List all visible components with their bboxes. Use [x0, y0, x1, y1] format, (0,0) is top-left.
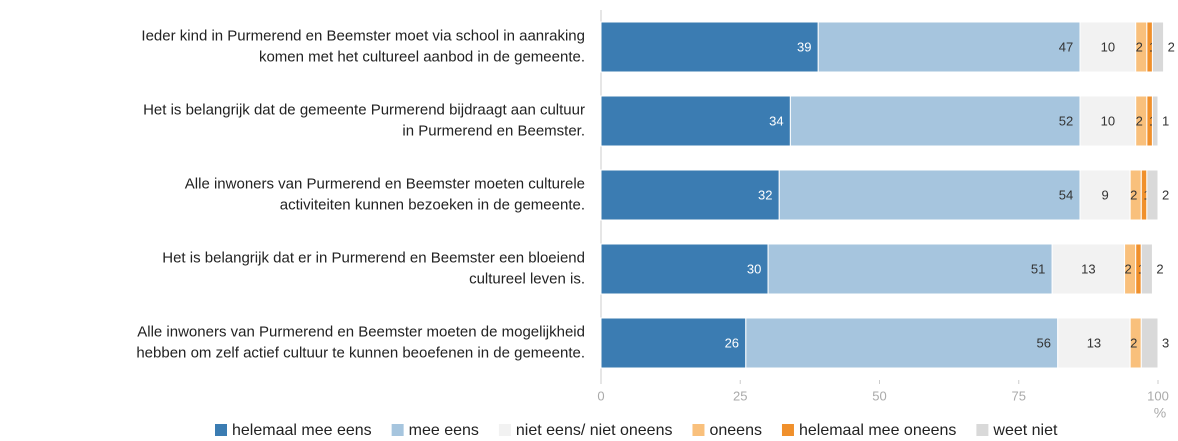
value-label: 2	[1162, 187, 1169, 202]
value-label: 2	[1125, 261, 1132, 276]
value-label: 2	[1130, 335, 1137, 350]
legend-label: oneens	[709, 422, 762, 439]
category-label: komen met het cultureel aanbod in de gem…	[259, 48, 585, 65]
category-label: Ieder kind in Purmerend en Beemster moet…	[141, 27, 585, 44]
bar-segment	[1146, 169, 1159, 221]
value-label: 13	[1081, 261, 1095, 276]
value-label: 2	[1130, 187, 1137, 202]
value-label: 52	[1059, 113, 1073, 128]
category-label: activiteiten kunnen bezoeken in de gemee…	[280, 196, 585, 213]
bar-segment	[600, 21, 819, 73]
value-label: 2	[1168, 39, 1175, 54]
bar-segment	[817, 21, 1081, 73]
bar-segment	[767, 243, 1053, 295]
value-label: 51	[1031, 261, 1045, 276]
value-label: 47	[1059, 39, 1073, 54]
value-label: 32	[758, 187, 772, 202]
legend-label: helemaal mee eens	[232, 422, 372, 439]
value-label: 1	[1162, 113, 1169, 128]
category-label: Alle inwoners van Purmerend en Beemster …	[185, 175, 585, 192]
legend-label: mee eens	[409, 422, 479, 439]
legend-swatch	[391, 424, 404, 436]
x-tick-label: 50	[872, 388, 886, 403]
value-label: 30	[747, 261, 761, 276]
legend-swatch	[692, 424, 705, 436]
category-label: in Purmerend en Beemster.	[402, 122, 585, 139]
value-label: 2	[1136, 39, 1143, 54]
bar-segment	[600, 169, 780, 221]
category-label: Alle inwoners van Purmerend en Beemster …	[137, 323, 585, 340]
legend-label: niet eens/ niet oneens	[516, 422, 673, 439]
legend-label: helemaal mee oneens	[799, 422, 956, 439]
bar-segment	[789, 95, 1081, 147]
value-label: 54	[1059, 187, 1073, 202]
legend-swatch	[976, 424, 989, 436]
value-label: 3	[1162, 335, 1169, 350]
bar-segment	[1140, 317, 1159, 369]
value-label: 2	[1136, 113, 1143, 128]
bar-segment	[745, 317, 1059, 369]
legend-swatch	[215, 424, 227, 436]
x-tick-label: 25	[733, 388, 747, 403]
value-label: 26	[725, 335, 739, 350]
value-label: 10	[1101, 39, 1115, 54]
category-label: Het is belangrijk dat de gemeente Purmer…	[143, 101, 585, 118]
bar-segment	[1151, 21, 1165, 73]
bar-segment	[1151, 95, 1159, 147]
value-label: 56	[1037, 335, 1051, 350]
bar-segment	[600, 243, 769, 295]
legend-swatch	[781, 424, 794, 436]
legend-swatch	[498, 424, 511, 436]
x-axis-label: %	[1154, 405, 1166, 421]
x-tick-label: 100	[1147, 388, 1169, 403]
bar-segment	[1079, 21, 1137, 73]
value-label: 2	[1156, 261, 1163, 276]
value-label: 13	[1087, 335, 1101, 350]
legend-label: weet niet	[992, 422, 1058, 439]
bar-segment	[1140, 243, 1153, 295]
category-label: hebben om zelf actief cultuur te kunnen …	[136, 344, 585, 361]
bar-segment	[1079, 169, 1131, 221]
value-label: 9	[1101, 187, 1108, 202]
value-label: 10	[1101, 113, 1115, 128]
category-label: Het is belangrijk dat er in Purmerend en…	[162, 249, 585, 266]
value-label: 39	[797, 39, 811, 54]
x-tick-label: 75	[1012, 388, 1026, 403]
bar-segment	[600, 317, 747, 369]
bar-segment	[600, 95, 791, 147]
x-tick-label: 0	[597, 388, 604, 403]
category-label: cultureel leven is.	[469, 270, 585, 287]
bar-segment	[778, 169, 1081, 221]
value-label: 34	[769, 113, 783, 128]
